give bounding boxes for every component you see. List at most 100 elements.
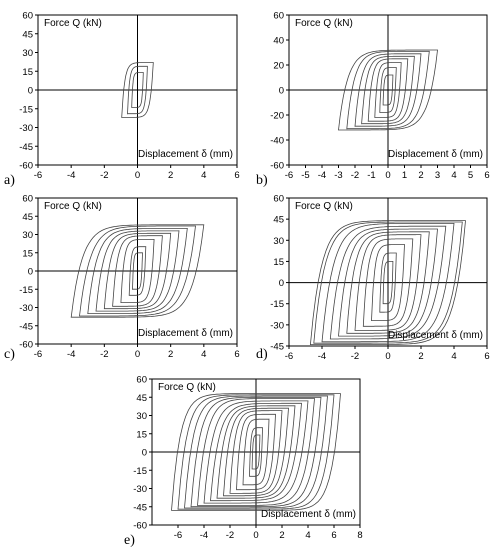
hysteresis-loop-1 [131, 72, 144, 108]
y-tick-label: 40 [273, 36, 284, 47]
hysteresis-loop-3 [120, 239, 155, 303]
x-tick-label: 8 [357, 530, 362, 541]
x-tick-label: -3 [334, 170, 342, 181]
y-tick-label: -40 [270, 136, 284, 147]
x-tick-label: 6 [234, 349, 239, 360]
hysteresis-loop-8 [210, 402, 302, 502]
hysteresis-loop-2 [249, 427, 263, 477]
hysteresis-loop-3 [121, 62, 154, 118]
y-tick-label: 45 [22, 29, 33, 40]
x-tick-label: -4 [67, 349, 75, 360]
y-axis-label: Force Q (kN) [44, 201, 102, 212]
hysteresis-loop-9 [203, 400, 309, 504]
x-tick-label: -6 [285, 351, 293, 362]
hysteresis-loop-6 [95, 230, 180, 312]
y-tick-label: 15 [273, 257, 284, 268]
hysteresis-loop-4 [236, 413, 276, 491]
x-tick-label: 6 [484, 351, 489, 362]
x-tick-label: 4 [201, 170, 206, 181]
hysteresis-loop-3 [242, 418, 270, 486]
y-tick-label: 20 [273, 61, 284, 72]
x-tick-label: 0 [253, 530, 258, 541]
y-tick-label: 30 [273, 236, 284, 247]
hysteresis-loop-7 [346, 50, 430, 130]
hysteresis-loop-6 [223, 407, 289, 497]
x-tick-label: 4 [451, 351, 456, 362]
y-tick-label: 30 [22, 48, 33, 59]
y-tick-label: 15 [22, 67, 33, 78]
chart-panel-a: 60 45 30 15 0 -15 -30 -45 -60-6 -4 -2 0 2 4 6 Force Q (… [4, 11, 240, 189]
x-tick-label: 4 [305, 530, 310, 541]
hysteresis-loop-10 [313, 221, 463, 344]
hysteresis-loop-7 [87, 228, 188, 314]
y-tick-label: 0 [28, 267, 33, 278]
x-axis-label: Displacement δ (mm) [261, 509, 356, 520]
x-tick-label: 2 [418, 351, 423, 362]
x-tick-label: 6 [331, 530, 336, 541]
y-tick-label: -30 [19, 123, 33, 134]
chart-panel-b: 60 40 20 0 -20 -40 -60-6 -5 -4 -3 -2 -1 0 1 2 3 4 5 6 Force… [256, 11, 490, 189]
y-tick-label: -60 [133, 521, 147, 532]
x-tick-label: 5 [468, 170, 473, 181]
hysteresis-loop-8 [338, 49, 438, 131]
y-tick-label: 60 [136, 375, 147, 386]
y-tick-label: -45 [19, 321, 33, 332]
hysteresis-loop-4 [112, 235, 163, 307]
y-tick-label: -45 [270, 342, 284, 353]
x-axis-label: Displacement δ (mm) [388, 149, 483, 160]
hysteresis-loop-1 [132, 252, 143, 290]
y-tick-label: 0 [142, 448, 147, 459]
hysteresis-loop-9 [70, 224, 205, 318]
x-tick-label: -2 [351, 351, 359, 362]
panel-tag: a) [4, 173, 15, 188]
y-tick-label: -15 [19, 104, 33, 115]
y-tick-label: 45 [22, 212, 33, 223]
y-tick-label: 30 [22, 230, 33, 241]
y-tick-label: 0 [279, 86, 284, 97]
x-tick-label: 4 [451, 170, 456, 181]
x-tick-label: 6 [484, 170, 489, 181]
hysteresis-loop-5 [229, 410, 283, 494]
y-tick-label: -15 [133, 466, 147, 477]
y-tick-label: -60 [270, 161, 284, 172]
y-tick-label: -30 [19, 303, 33, 314]
x-tick-label: -1 [367, 170, 375, 181]
y-tick-label: 0 [28, 86, 33, 97]
hysteresis-loop-7 [216, 405, 296, 499]
y-tick-label: 15 [136, 429, 147, 440]
y-tick-label: 60 [22, 11, 33, 22]
hysteresis-loop-8 [329, 225, 447, 340]
chart-panel-d: 60 45 30 15 0 -15 -30 -45-6 -4 -2 0 2 4 6 Force Q (kN)… [256, 194, 490, 363]
y-tick-label: -20 [270, 111, 284, 122]
hysteresis-loop-4 [362, 238, 414, 327]
hysteresis-loop-2 [379, 252, 397, 313]
hysteresis-loop-11 [190, 396, 322, 508]
hysteresis-loop-3 [374, 62, 402, 118]
x-tick-label: -4 [318, 170, 326, 181]
chart-panel-c: 60 45 30 15 0 -15 -30 -45 -60-6 -4 -2 0 2 4 6 Force Q (… [4, 194, 240, 363]
hysteresis-loop-7 [338, 228, 438, 337]
x-tick-label: -4 [200, 530, 208, 541]
hysteresis-loop-11 [309, 220, 466, 345]
x-tick-label: -4 [318, 351, 326, 362]
hysteresis-loop-5 [354, 234, 422, 331]
y-tick-label: 0 [279, 278, 284, 289]
x-tick-label: -6 [34, 170, 42, 181]
panel-tag: e) [124, 533, 135, 548]
y-tick-label: -30 [270, 320, 284, 331]
y-tick-label: 45 [273, 215, 284, 226]
y-tick-label: -45 [133, 502, 147, 513]
hysteresis-loop-9 [321, 223, 455, 343]
y-tick-label: -45 [19, 142, 33, 153]
y-tick-label: -15 [270, 299, 284, 310]
x-tick-label: -2 [351, 170, 359, 181]
x-tick-label: 6 [234, 170, 239, 181]
y-tick-label: 30 [136, 411, 147, 422]
panel-tag: b) [256, 173, 268, 188]
hysteresis-loop-1 [382, 74, 394, 106]
y-tick-label: 45 [136, 393, 147, 404]
x-tick-label: 2 [418, 170, 423, 181]
hysteresis-loop-2 [379, 67, 397, 113]
x-axis-label: Displacement δ (mm) [388, 330, 483, 341]
x-axis-label: Displacement δ (mm) [138, 328, 233, 339]
